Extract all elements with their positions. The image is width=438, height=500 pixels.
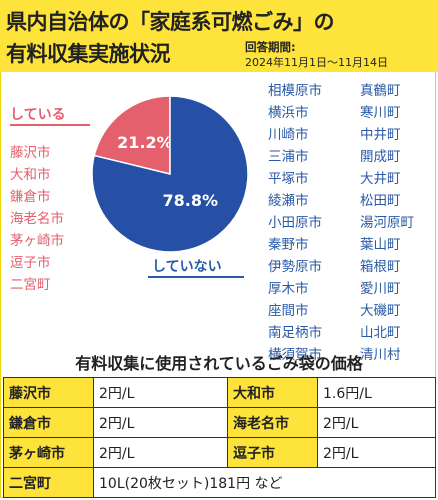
no-city: 南足柄市 (268, 325, 322, 341)
no-city: 綾瀬市 (268, 193, 309, 209)
price-value-cell: 2円/L (317, 407, 436, 438)
price-city-cell: 鎌倉市 (3, 407, 94, 438)
no-city: 平塚市 (268, 171, 309, 187)
price-city-cell: 大和市 (227, 377, 318, 408)
no-city: 箱根町 (360, 259, 401, 275)
no-city: 大磯町 (360, 303, 401, 319)
price-value-cell: 2円/L (93, 407, 228, 438)
yes-city: 鎌倉市 (10, 189, 51, 205)
no-city: 厚木市 (268, 281, 309, 297)
no-city: 横須賀市 (268, 347, 322, 363)
pie-slice-no (91, 95, 249, 253)
no-city: 真鶴町 (360, 83, 401, 99)
no-city: 葉山町 (360, 237, 401, 253)
no-city: 小田原市 (268, 215, 322, 231)
main-title-line1: 県内自治体の「家庭系可燃ごみ」の (6, 10, 335, 34)
price-city-cell: 逗子市 (227, 437, 318, 468)
price-value-cell: 10L(20枚セット)181円 など (93, 467, 436, 498)
yes-city: 大和市 (10, 167, 51, 183)
no-city: 大井町 (360, 171, 401, 187)
table-row: 鎌倉市 2円/L 海老名市 2円/L (3, 407, 436, 438)
pie-label-yes: 21.2% (117, 133, 173, 152)
yes-city: 二宮町 (10, 277, 51, 293)
price-value-cell: 1.6円/L (317, 377, 436, 408)
price-city-cell: 藤沢市 (3, 377, 94, 408)
no-city: 秦野市 (268, 237, 309, 253)
no-city: 湯河原町 (360, 215, 414, 231)
yes-city: 藤沢市 (10, 145, 51, 161)
no-city: 横浜市 (268, 105, 309, 121)
no-city: 清川村 (360, 347, 401, 363)
yes-city-list: 藤沢市 大和市 鎌倉市 海老名市 茅ヶ崎市 逗子市 二宮町 (10, 142, 64, 296)
legend-yes-label: している (10, 107, 66, 123)
table-row: 藤沢市 2円/L 大和市 1.6円/L (3, 377, 436, 408)
yes-city: 海老名市 (10, 211, 64, 227)
price-city-cell: 二宮町 (3, 467, 94, 498)
no-city: 三浦市 (268, 149, 309, 165)
survey-period-label: 回答期間: (245, 40, 296, 54)
legend-yes-underline (10, 124, 90, 126)
main-title-line2: 有料収集実施状況 (6, 42, 171, 66)
survey-period-value: 2024年11月1日〜11月14日 (245, 56, 388, 69)
header-banner: 県内自治体の「家庭系可燃ごみ」の 有料収集実施状況 回答期間: 2024年11月… (0, 0, 438, 72)
no-city: 座間市 (268, 303, 309, 319)
legend-no-underline (148, 276, 244, 278)
no-city: 川崎市 (268, 127, 309, 143)
no-city-list: 相模原市 真鶴町 横浜市 寒川町 川崎市 中井町 三浦市 開成町 平塚市 大井町… (268, 80, 432, 366)
table-row: 二宮町 10L(20枚セット)181円 など (3, 467, 436, 498)
legend-no-label: していない (152, 259, 222, 275)
price-value-cell: 2円/L (93, 437, 228, 468)
no-city: 寒川町 (360, 105, 401, 121)
table-row: 茅ヶ崎市 2円/L 逗子市 2円/L (3, 437, 436, 468)
no-city: 相模原市 (268, 83, 322, 99)
no-city: 伊勢原市 (268, 259, 322, 275)
bag-price-table: 藤沢市 2円/L 大和市 1.6円/L 鎌倉市 2円/L 海老名市 2円/L 茅… (3, 377, 436, 498)
price-city-cell: 茅ヶ崎市 (3, 437, 94, 468)
pie-slice-yes (93, 95, 171, 175)
pie-label-no: 78.8% (162, 191, 218, 210)
bag-price-title: 有料収集に使用されているごみ袋の価格 (75, 354, 363, 373)
no-city: 開成町 (360, 149, 401, 165)
no-city: 山北町 (360, 325, 401, 341)
yes-city: 茅ヶ崎市 (10, 233, 64, 249)
no-city: 松田町 (360, 193, 401, 209)
no-city: 愛川町 (360, 281, 401, 297)
pie-chart: 21.2% 78.8% (91, 95, 249, 253)
no-city: 中井町 (360, 127, 401, 143)
yes-city: 逗子市 (10, 255, 51, 271)
price-value-cell: 2円/L (93, 377, 228, 408)
price-value-cell: 2円/L (317, 437, 436, 468)
price-city-cell: 海老名市 (227, 407, 318, 438)
